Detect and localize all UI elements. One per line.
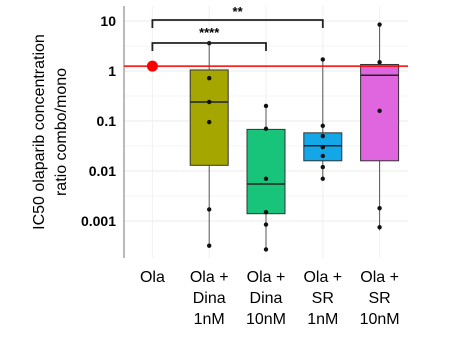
x-tick-label: Ola [140, 269, 165, 286]
x-tick-label: Ola + [360, 269, 399, 286]
x-tick-label: Dina [250, 290, 283, 307]
data-point [207, 119, 212, 125]
significance-label: ** [233, 4, 244, 19]
significance-bracket [151, 19, 324, 28]
data-point [207, 243, 212, 248]
y-tick-label: 0.1 [97, 113, 117, 129]
y-tick-label: 1 [108, 63, 116, 79]
data-point [320, 144, 325, 150]
data-point [263, 176, 269, 181]
x-tick-label: Ola + [303, 269, 342, 286]
x-tick-label: Ola + [247, 269, 286, 286]
y-axis-label: ratio combo/mono [53, 68, 70, 196]
y-tick-label: 0.001 [81, 213, 116, 229]
data-point [263, 247, 269, 252]
data-point [320, 164, 325, 170]
data-point [320, 57, 325, 62]
data-point [263, 222, 269, 227]
x-tick-label: 1nM [194, 311, 225, 328]
box [246, 128, 286, 215]
data-point [263, 103, 269, 109]
data-point [207, 99, 212, 105]
x-tick-label: 10nM [360, 311, 400, 328]
data-point [263, 126, 269, 131]
y-axis-label: IC50 olaparib concentration [31, 34, 48, 230]
data-point [377, 225, 382, 230]
data-point [263, 209, 269, 215]
data-point [377, 108, 382, 113]
data-point [377, 59, 382, 65]
x-tick-label: SR [312, 290, 334, 307]
data-point [320, 153, 325, 159]
x-tick-label: Dina [193, 290, 226, 307]
data-point [146, 60, 158, 72]
x-tick-label: SR [368, 290, 390, 307]
x-tick-label: Ola + [190, 269, 229, 286]
data-point [320, 176, 325, 181]
data-point [320, 133, 325, 139]
y-tick-label: 0.01 [89, 163, 116, 179]
data-point [207, 75, 212, 81]
data-point [320, 123, 325, 129]
x-tick-label: 10nM [246, 311, 286, 328]
box [189, 69, 229, 166]
x-tick-label: 1nM [307, 311, 338, 328]
data-point [377, 206, 382, 211]
data-point [377, 22, 382, 27]
data-point [207, 207, 212, 212]
y-tick-label: 10 [100, 13, 116, 29]
significance-label: **** [199, 25, 220, 40]
significance-bracket [151, 42, 267, 51]
